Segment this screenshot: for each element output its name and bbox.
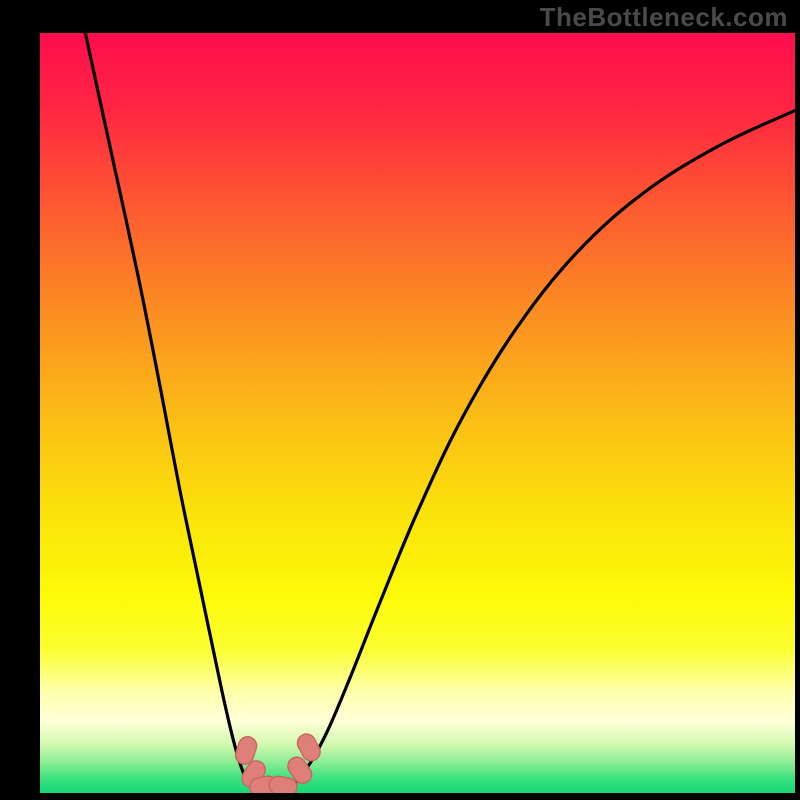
plot-area	[40, 33, 795, 793]
watermark-text: TheBottleneck.com	[540, 2, 788, 33]
gradient-background	[40, 33, 795, 793]
plot-svg	[40, 33, 795, 793]
